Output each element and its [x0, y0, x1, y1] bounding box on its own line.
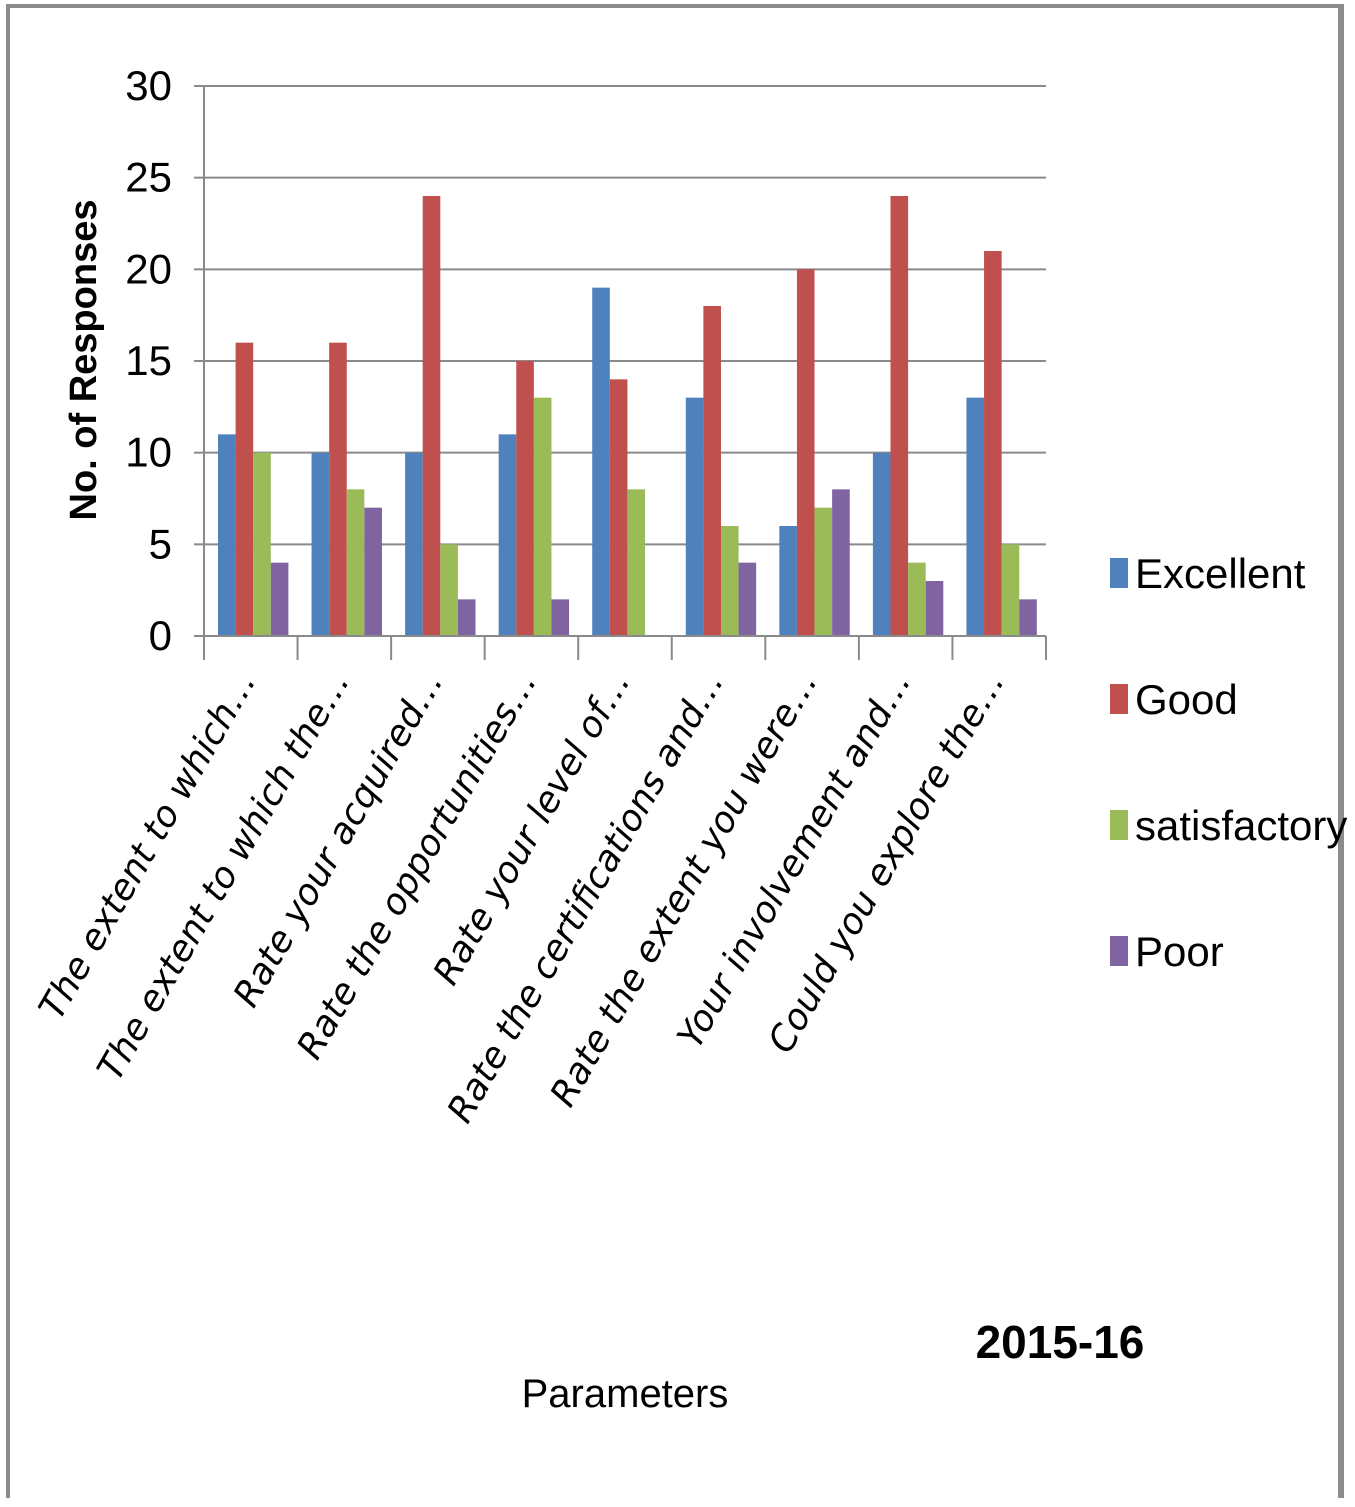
legend: Excellent Good satisfactory Poor — [1110, 550, 1347, 975]
bar-satisfactory-6 — [720, 526, 739, 636]
bar-satisfactory-3 — [440, 544, 458, 636]
bar-satisfactory-4 — [533, 397, 552, 636]
bar-poor-6 — [738, 562, 757, 636]
bar-poor-8 — [925, 581, 944, 636]
bar-good-5 — [609, 379, 628, 636]
bar-excellent-7 — [779, 526, 797, 636]
bar-good-7 — [796, 269, 815, 636]
bar-satisfactory-7 — [814, 507, 833, 636]
y-tick-label: 20 — [125, 245, 172, 292]
y-tick-label: 10 — [125, 429, 172, 476]
y-axis-ticks: 0 5 10 15 20 25 30 — [125, 62, 172, 659]
legend-label-excellent: Excellent — [1135, 550, 1306, 597]
legend-label-poor: Poor — [1135, 928, 1224, 975]
bar-satisfactory-9 — [1001, 544, 1020, 636]
bar-satisfactory-8 — [908, 562, 926, 636]
bar-excellent-8 — [872, 452, 891, 636]
y-tick-label: 30 — [125, 62, 172, 109]
y-tick-label: 0 — [149, 612, 172, 659]
bar-good-2 — [329, 342, 347, 636]
bar-satisfactory-2 — [346, 489, 365, 636]
bar-poor-9 — [1019, 599, 1037, 636]
legend-swatch-excellent — [1110, 558, 1128, 588]
bar-poor-7 — [832, 489, 850, 636]
legend-swatch-satisfactory — [1110, 810, 1128, 840]
category-labels: The extent to which…The extent to which … — [32, 664, 1013, 1130]
legend-swatch-poor — [1110, 936, 1128, 966]
bar-satisfactory-5 — [627, 489, 646, 636]
legend-label-satisfactory: satisfactory — [1135, 802, 1347, 849]
y-axis-label: No. of Responses — [63, 200, 105, 521]
chart-frame — [6, 4, 1344, 1498]
bar-poor-1 — [270, 562, 289, 636]
bar-satisfactory-1 — [253, 452, 271, 636]
bar-good-4 — [516, 361, 534, 636]
bar-excellent-3 — [405, 452, 423, 636]
y-tick-label: 5 — [149, 520, 172, 567]
bar-good-1 — [235, 342, 254, 636]
y-tick-label: 15 — [125, 337, 172, 384]
bar-poor-4 — [551, 599, 570, 636]
bar-excellent-9 — [966, 397, 985, 636]
x-axis-label: Parameters — [522, 1372, 729, 1416]
bar-excellent-5 — [592, 287, 610, 636]
bar-excellent-6 — [685, 397, 704, 636]
bar-good-9 — [984, 251, 1002, 636]
year-annotation: 2015-16 — [976, 1316, 1145, 1368]
bar-good-6 — [703, 306, 721, 636]
bar-poor-3 — [457, 599, 476, 636]
bar-good-8 — [890, 196, 909, 636]
bars — [218, 196, 1037, 636]
bar-poor-2 — [364, 507, 382, 636]
legend-label-good: Good — [1135, 676, 1238, 723]
x-axis — [203, 635, 1047, 660]
bar-excellent-1 — [218, 434, 236, 636]
legend-swatch-good — [1110, 684, 1128, 714]
bar-excellent-2 — [311, 452, 330, 636]
bar-excellent-4 — [498, 434, 517, 636]
y-tick-label: 25 — [125, 154, 172, 201]
bar-good-3 — [422, 196, 441, 636]
